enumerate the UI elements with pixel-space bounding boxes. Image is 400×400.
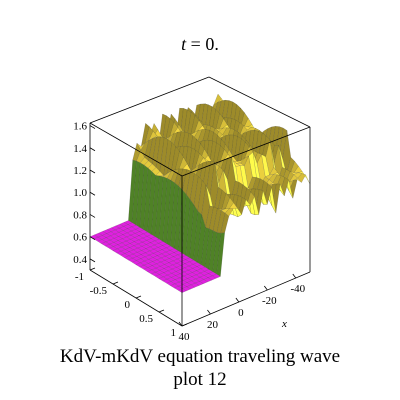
box-edge [208, 76, 311, 128]
y-tick [89, 267, 96, 271]
z-tick-label: 0.8 [73, 209, 87, 221]
y-tick-label: 0.5 [139, 313, 153, 325]
title-variable: t [181, 34, 187, 54]
y-tick [181, 323, 188, 327]
x-tick-label: -20 [262, 295, 277, 307]
x-tick [207, 309, 211, 315]
z-tick-label: 1.6 [73, 121, 87, 133]
x-axis-label: x [281, 318, 287, 330]
box-edge [181, 271, 311, 327]
x-tick-label: 40 [179, 331, 191, 343]
x-tick [178, 321, 183, 327]
x-tick [292, 273, 297, 279]
y-tick [158, 309, 165, 313]
plot-title: t = 0. [181, 34, 219, 54]
y-tick-label: 1 [171, 327, 177, 339]
x-tick-label: 20 [207, 319, 219, 331]
z-tick [89, 236, 96, 241]
box-edge [89, 122, 183, 177]
x-tick [235, 297, 240, 303]
z-tick-label: 0.6 [73, 232, 87, 244]
z-tick [89, 258, 96, 263]
z-tick-label: 1.0 [73, 187, 87, 199]
z-tick-label: 1.2 [73, 165, 87, 177]
z-axis: 0.4 0.6 0.8 1.0 1.2 1.4 1.6 [73, 121, 96, 266]
z-tick-label: 1.4 [73, 143, 87, 155]
z-tick-label: 0.4 [73, 254, 87, 266]
z-tick [89, 147, 96, 152]
x-tick [264, 285, 268, 291]
caption-line-2: plot 12 [173, 369, 226, 390]
z-tick [89, 169, 96, 174]
y-tick [112, 281, 119, 285]
box-edge [181, 126, 311, 177]
caption-line-1: KdV-mKdV equation traveling wave [60, 346, 340, 367]
x-axis: 40 20 0 -20 -40 [178, 273, 306, 343]
z-tick [89, 214, 96, 218]
z-tick [89, 125, 96, 129]
y-tick-label: -0.5 [90, 285, 108, 297]
x-tick-label: -40 [290, 283, 305, 295]
y-tick-label: -1 [75, 271, 84, 283]
surface [89, 93, 311, 293]
y-axis: -1 -0.5 0 0.5 1 [75, 267, 188, 339]
y-tick-label: 0 [125, 299, 131, 311]
title-value: = 0. [186, 34, 219, 54]
box-edge [89, 76, 210, 124]
y-tick [135, 295, 142, 299]
x-tick-label: 0 [238, 307, 244, 319]
box-back [89, 76, 311, 270]
z-tick [89, 191, 96, 196]
